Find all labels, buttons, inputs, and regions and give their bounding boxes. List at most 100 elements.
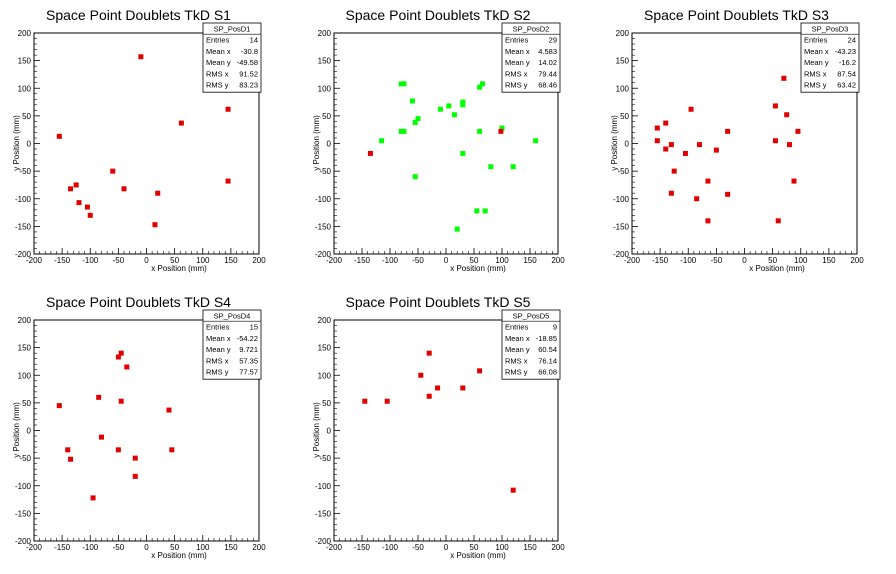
data-point [110, 168, 116, 174]
data-point [694, 196, 700, 202]
stats-value: 14.02 [538, 58, 557, 67]
x-tick-label: 0 [742, 256, 747, 265]
y-tick-label: 200 [18, 29, 32, 38]
data-point [56, 403, 62, 409]
data-point [663, 146, 669, 152]
data-point [795, 128, 801, 134]
data-point [73, 182, 79, 188]
y-tick-label: 100 [318, 371, 332, 380]
chart-title: Space Point Doublets TkD S3 [644, 7, 829, 23]
chart-panel-3: Space Point Doublets TkD S3 -200-200 -150 -… [610, 7, 864, 273]
stats-value: 24 [848, 36, 856, 45]
x-tick-label: 150 [523, 256, 537, 265]
stats-label: Mean y [804, 58, 829, 67]
data-point [460, 150, 466, 156]
y-tick-label: -100 [15, 482, 32, 491]
data-point [791, 178, 797, 184]
data-point [654, 125, 660, 131]
y-tick-label: -100 [315, 482, 332, 491]
stats-label: RMS x [206, 356, 229, 365]
data-point [99, 434, 104, 440]
x-tick-label: -150 [54, 256, 71, 265]
y-tick-label: -50 [19, 454, 31, 463]
data-point [671, 168, 677, 174]
stats-value: 57.35 [239, 356, 258, 365]
y-tick-label: -200 [15, 537, 32, 546]
data-point [124, 364, 130, 370]
stats-label: Mean x [804, 47, 829, 56]
x-tick-label: -100 [382, 256, 399, 265]
x-tick-label: -200 [26, 256, 43, 265]
y-tick-label: -200 [15, 250, 32, 259]
data-point [166, 407, 172, 413]
stats-label: Entries [505, 36, 529, 45]
data-point [772, 138, 778, 144]
data-point [437, 106, 443, 112]
data-point [510, 164, 516, 170]
data-point [155, 190, 161, 196]
data-point [138, 54, 144, 60]
stats-value: 83.23 [239, 81, 258, 90]
data-point [401, 81, 407, 87]
y-tick-label: 0 [327, 427, 332, 436]
data-point [132, 455, 138, 461]
data-point [115, 447, 121, 453]
y-tick-label: 100 [616, 84, 630, 93]
y-tick-label: 0 [27, 140, 32, 149]
x-tick-label: 150 [224, 543, 238, 552]
data-point [225, 106, 231, 112]
stats-label: Entries [206, 36, 230, 45]
y-tick-label: 0 [625, 140, 630, 149]
stats-value: 4.583 [538, 47, 557, 56]
stats-name: SP_PosD1 [214, 25, 251, 34]
x-tick-label: -100 [382, 543, 399, 552]
data-point [115, 354, 121, 360]
y-tick-label: -150 [15, 509, 32, 518]
x-tick-label: -150 [652, 256, 669, 265]
stats-value: 9.721 [239, 345, 258, 354]
y-tick-label: 200 [318, 316, 332, 325]
x-tick-label: 200 [850, 256, 864, 265]
data-point [705, 178, 711, 184]
data-point [668, 142, 674, 148]
y-tick-label: 150 [318, 57, 332, 66]
stats-label: Mean x [505, 334, 530, 343]
stats-value: -54.22 [237, 334, 258, 343]
data-point [533, 138, 539, 144]
data-point [663, 120, 669, 126]
data-point [426, 393, 432, 399]
stats-label: RMS x [505, 69, 528, 78]
y-tick-label: 150 [318, 344, 332, 353]
stats-name: SP_PosD5 [513, 312, 550, 321]
stats-label: RMS y [206, 368, 229, 377]
stats-value: 76.14 [538, 356, 557, 365]
stats-box [202, 309, 262, 380]
y-tick-label: -150 [315, 509, 332, 518]
chart-panel-5: Space Point Doublets TkD S5 -200-200 -150 -… [312, 294, 565, 560]
x-tick-label: 50 [768, 256, 777, 265]
x-tick-label: -150 [54, 543, 71, 552]
y-tick-label: 200 [318, 29, 332, 38]
stats-box [800, 22, 860, 93]
x-axis-title: x Position (mm) [450, 264, 506, 273]
x-tick-label: -50 [711, 256, 723, 265]
data-point [68, 456, 74, 462]
stats-label: Entries [206, 323, 230, 332]
data-point [705, 218, 711, 224]
data-point [84, 204, 90, 210]
data-point [725, 128, 731, 134]
stats-label: Mean x [206, 47, 231, 56]
data-point [384, 398, 390, 404]
data-point [121, 186, 127, 192]
data-point [152, 222, 158, 228]
y-tick-label: 100 [18, 84, 32, 93]
y-tick-label: 50 [322, 112, 331, 121]
x-tick-label: -150 [354, 543, 371, 552]
data-point [477, 84, 483, 90]
stats-label: Mean y [206, 345, 231, 354]
y-tick-label: 200 [18, 316, 32, 325]
y-tick-label: 150 [616, 57, 630, 66]
x-tick-label: -150 [354, 256, 371, 265]
data-point [474, 208, 480, 214]
x-tick-label: -50 [412, 256, 424, 265]
